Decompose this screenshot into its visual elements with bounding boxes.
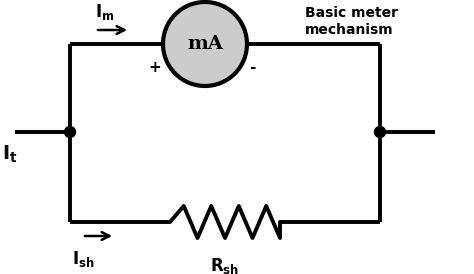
Text: -: - bbox=[249, 60, 255, 75]
Circle shape bbox=[163, 2, 247, 86]
Text: $\mathbf{I_t}$: $\mathbf{I_t}$ bbox=[2, 143, 18, 165]
Text: +: + bbox=[148, 60, 161, 75]
Text: Basic meter
mechanism: Basic meter mechanism bbox=[305, 6, 398, 37]
Circle shape bbox=[64, 127, 75, 138]
Text: $\mathbf{I_m}$: $\mathbf{I_m}$ bbox=[95, 2, 114, 22]
Text: $\mathbf{I_{sh}}$: $\mathbf{I_{sh}}$ bbox=[72, 249, 95, 269]
Text: mA: mA bbox=[187, 35, 223, 53]
Circle shape bbox=[374, 127, 385, 138]
Text: $\mathbf{R_{sh}}$: $\mathbf{R_{sh}}$ bbox=[210, 256, 240, 274]
